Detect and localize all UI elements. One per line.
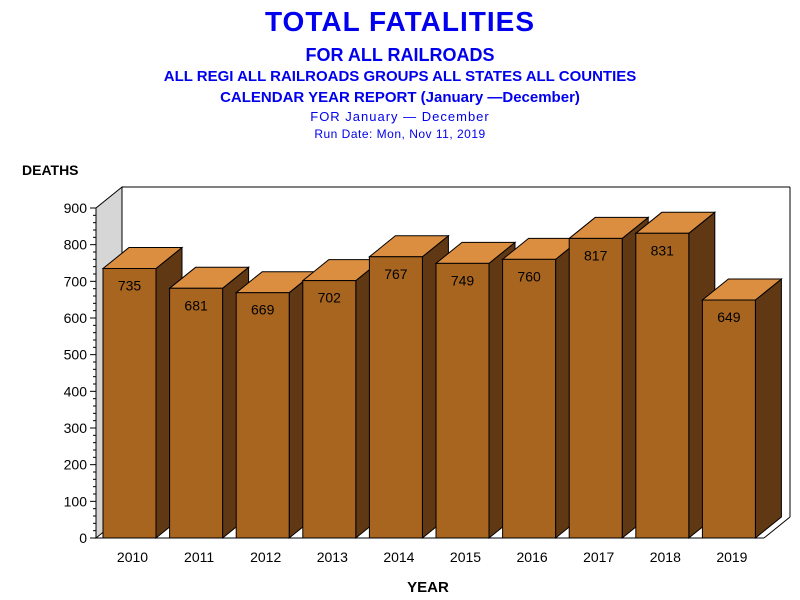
bar-value-label: 749 (451, 272, 475, 288)
bar-value-label: 760 (517, 268, 541, 284)
bar-value-label: 669 (251, 302, 275, 318)
bar-2019 (701, 299, 756, 539)
y-axis-title: DEATHS (22, 162, 79, 178)
bar-value-label: 767 (384, 266, 408, 282)
chart-subtitle-railroads: FOR ALL RAILROADS (305, 45, 495, 65)
y-tick-label: 0 (79, 530, 87, 546)
bar-value-label: 702 (318, 290, 342, 306)
x-tick-label: 2015 (450, 549, 481, 565)
bar-value-label: 817 (584, 247, 608, 263)
bar-value-label: 735 (118, 278, 142, 294)
bar-2011 (169, 287, 224, 539)
x-tick-label: 2011 (184, 549, 214, 565)
chart-subtitle-period: FOR January — December (310, 109, 490, 124)
y-tick-label: 600 (64, 310, 88, 326)
x-tick-label: 2013 (317, 549, 348, 565)
bar-2016 (502, 258, 557, 539)
chart-titles: TOTAL FATALITIES FOR ALL RAILROADS ALL R… (0, 6, 800, 142)
bar-2017 (568, 237, 623, 539)
bar-2013 (302, 280, 357, 539)
x-axis-title: YEAR (407, 579, 449, 596)
x-tick-label: 2018 (650, 549, 681, 565)
chart-run-date: Run Date: Mon, Nov 11, 2019 (314, 127, 486, 141)
y-tick-label: 800 (64, 237, 88, 253)
bar-value-label: 649 (717, 309, 741, 325)
chart-subtitle-report: CALENDAR YEAR REPORT (January —December) (220, 89, 580, 106)
bar-value-label: 831 (651, 242, 675, 258)
y-tick-label: 700 (64, 273, 88, 289)
y-tick-label: 300 (64, 420, 88, 436)
x-tick-label: 2017 (583, 549, 614, 565)
bar-value-label: 681 (184, 297, 208, 313)
x-tick-label: 2014 (383, 549, 414, 565)
y-tick-label: 500 (64, 347, 88, 363)
y-tick-label: 400 (64, 383, 88, 399)
bar-2014 (368, 256, 423, 539)
chart-subtitle-scope: ALL REGI ALL RAILROADS GROUPS ALL STATES… (163, 68, 637, 85)
x-tick-label: 2010 (117, 549, 148, 565)
y-tick-label: 100 (64, 493, 88, 509)
y-tick-label: 900 (64, 200, 88, 216)
chart-title: TOTAL FATALITIES (264, 6, 536, 37)
y-tick-label: 200 (64, 457, 88, 473)
x-axis-depth-line (763, 516, 791, 539)
x-tick-label: 2019 (716, 549, 747, 565)
bar-2010 (102, 268, 157, 539)
x-tick-label: 2012 (250, 549, 281, 565)
bar-2018 (635, 232, 690, 539)
bar-side-2019 (754, 277, 782, 540)
bar-2015 (435, 262, 490, 539)
bar-2012 (235, 292, 290, 539)
x-tick-label: 2016 (517, 549, 548, 565)
